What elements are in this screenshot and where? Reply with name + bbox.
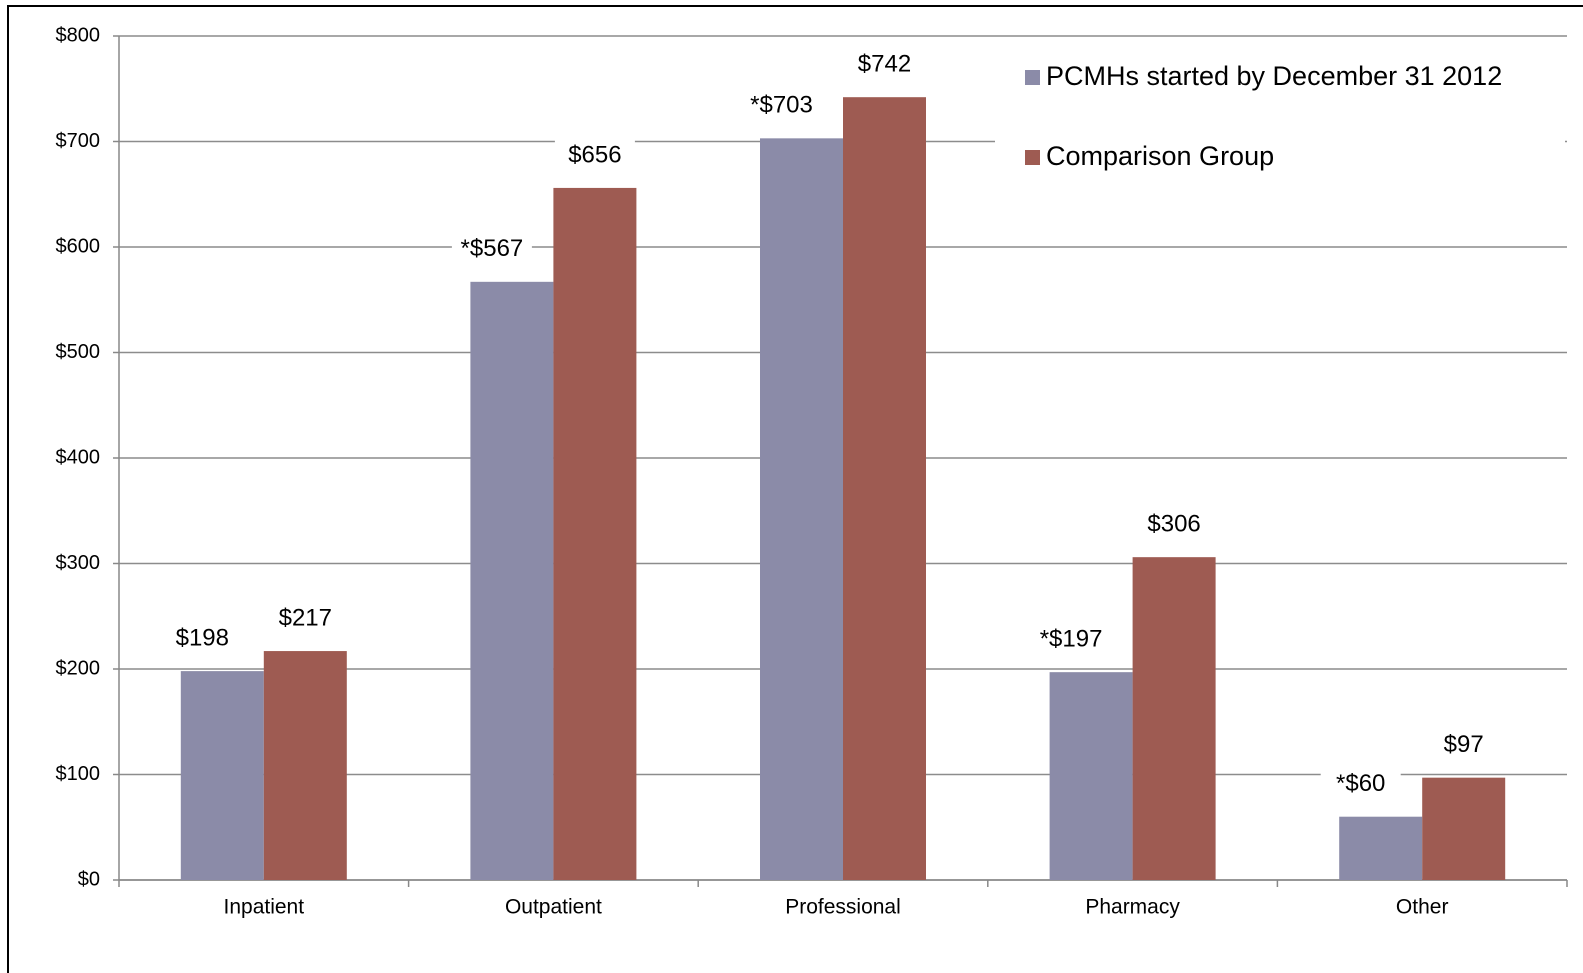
- chart-border: [7, 5, 1583, 973]
- value-label: $198: [176, 624, 229, 651]
- value-label: $97: [1444, 731, 1484, 758]
- bar: [1132, 557, 1216, 880]
- y-tick-label: $100: [56, 763, 101, 785]
- y-tick-label: $400: [56, 446, 101, 468]
- value-label: *$703: [750, 92, 813, 119]
- bar: [1049, 672, 1133, 880]
- x-tick-label: Professional: [785, 896, 901, 919]
- value-label-bg: [265, 603, 346, 636]
- value-label-bg: [1134, 509, 1215, 542]
- legend-label: PCMHs started by December 31 2012: [1046, 61, 1502, 91]
- value-label-bg: [844, 49, 925, 82]
- value-label: $306: [1147, 511, 1200, 538]
- y-tick-label: $0: [78, 868, 100, 890]
- x-tick-label: Outpatient: [505, 896, 602, 919]
- bar: [470, 281, 554, 880]
- value-label: *$197: [1040, 626, 1103, 653]
- legend-swatch: [1025, 70, 1040, 85]
- value-label-bg: [741, 90, 822, 123]
- y-tick-label: $200: [56, 657, 101, 679]
- y-tick-label: $700: [56, 130, 101, 152]
- value-label: *$567: [461, 235, 524, 262]
- x-tick-label: Pharmacy: [1085, 896, 1180, 919]
- x-tick-label: Inpatient: [224, 896, 305, 919]
- value-label-bg: [1031, 624, 1112, 657]
- bar: [843, 97, 926, 880]
- y-tick-label: $800: [56, 24, 101, 46]
- value-label-bg: [1423, 729, 1504, 762]
- value-label-bg: [1320, 768, 1401, 801]
- value-label: *$60: [1336, 770, 1385, 797]
- value-label: $217: [279, 604, 332, 631]
- bar: [760, 138, 843, 880]
- value-label-bg: [451, 233, 532, 266]
- legend-label: Comparison Group: [1046, 141, 1274, 171]
- y-tick-label: $600: [56, 235, 101, 257]
- bar: [1422, 777, 1506, 880]
- bar: [1339, 816, 1423, 880]
- y-tick-label: $500: [56, 341, 101, 363]
- x-tick-label: Other: [1396, 896, 1449, 919]
- value-label-bg: [554, 139, 635, 172]
- legend-swatch: [1025, 150, 1040, 165]
- bar: [263, 651, 347, 880]
- value-label: $742: [858, 51, 911, 78]
- y-tick-label: $300: [56, 552, 101, 574]
- bar: [553, 187, 637, 881]
- value-label: $656: [568, 141, 621, 168]
- value-label-bg: [162, 623, 243, 656]
- bar: [180, 671, 264, 880]
- legend-bg: [995, 50, 1565, 190]
